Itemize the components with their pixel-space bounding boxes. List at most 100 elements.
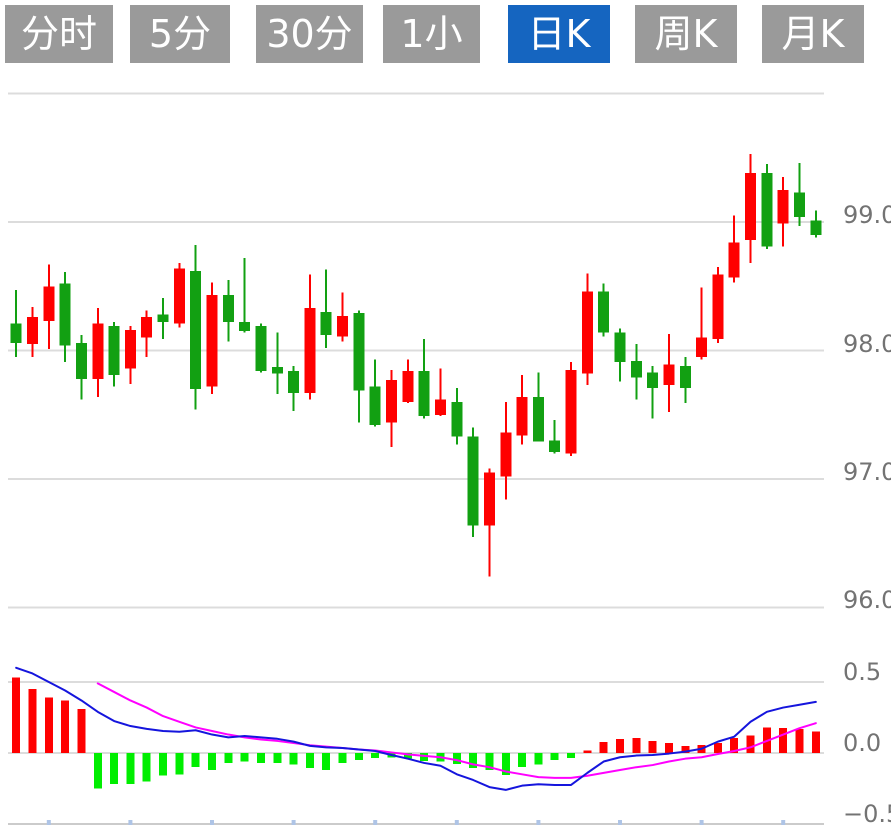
candle-body [565, 369, 577, 454]
dea-line [96, 682, 817, 779]
candle-body [516, 396, 528, 436]
macd-bar [664, 743, 673, 753]
macd-bar [256, 753, 265, 763]
macd-bar [44, 697, 53, 753]
macd-bar [142, 753, 151, 782]
candle-body [59, 283, 71, 346]
candle-body [92, 323, 104, 379]
macd-bar [371, 753, 380, 758]
candle-body [794, 192, 806, 217]
candlestick-series [10, 153, 822, 577]
bottom-axis-tick [128, 820, 133, 825]
macd-bar [322, 753, 331, 771]
candle-wick [325, 269, 328, 348]
macd-bar [583, 750, 592, 753]
macd-bar [501, 753, 510, 776]
candle-body [549, 440, 561, 453]
macd-bar [191, 753, 200, 768]
candle-body [222, 295, 234, 323]
macd-bar [681, 745, 690, 753]
candle-body [630, 360, 642, 378]
macd-bar [779, 728, 788, 753]
macd-bar [599, 742, 608, 753]
candle-wick [553, 419, 556, 454]
candle-wick [276, 332, 279, 395]
candle-body [467, 436, 479, 526]
candle-body [75, 342, 87, 379]
candle-body [647, 372, 659, 388]
macd-bar [713, 743, 722, 753]
tab-daily-k[interactable]: 日K [508, 5, 610, 63]
dea-line-path [96, 682, 817, 779]
macd-bar [289, 753, 298, 765]
candle-body [337, 315, 349, 337]
candle-body [386, 380, 398, 423]
macd-bar [110, 753, 119, 785]
bottom-axis-tick [210, 820, 214, 825]
macd-bar [159, 753, 168, 776]
tab-5min[interactable]: 5分钟 [130, 5, 230, 114]
macd-bar [240, 753, 249, 762]
price-axis-label: 98.0 [843, 330, 891, 358]
candle-body [434, 399, 446, 415]
candle-body [679, 365, 691, 388]
macd-bar [403, 753, 412, 759]
macd-bar [746, 735, 755, 753]
macd-bar [616, 738, 624, 753]
price-axis-label: 96.0 [843, 586, 891, 614]
macd-bar [567, 753, 576, 758]
candle-body [581, 291, 593, 374]
macd-axis-label: 0.0 [843, 729, 882, 757]
macd-bar [12, 677, 21, 753]
macd-bar [28, 689, 37, 753]
bottom-axis-tick [291, 820, 296, 825]
candle-wick [243, 257, 246, 333]
macd-bar [534, 753, 543, 765]
tab-1hour[interactable]: 1小时 [383, 5, 480, 114]
tab-minute-line[interactable]: 分时线 [5, 5, 113, 114]
macd-bar [632, 738, 641, 753]
candle-body [532, 396, 544, 442]
macd-histogram [12, 677, 820, 789]
macd-bar [338, 753, 347, 763]
candle-body [10, 323, 22, 343]
tab-weekly-k[interactable]: 周K [635, 5, 737, 63]
candle-body [369, 386, 381, 426]
macd-bar [518, 753, 527, 768]
candle-wick [651, 365, 654, 419]
candle-wick [439, 368, 442, 417]
candle-body [304, 308, 316, 393]
bottom-axis-tick [454, 820, 459, 825]
candle-body [43, 286, 55, 321]
dif-line [15, 666, 817, 791]
macd-bar [77, 708, 86, 753]
macd-bar [93, 753, 102, 789]
candle-body [663, 364, 675, 386]
macd-bar [485, 753, 494, 771]
candle-body [255, 326, 267, 372]
price-gridlines [8, 92, 824, 609]
macd-bar [795, 728, 804, 753]
price-axis-label: 97.0 [843, 458, 891, 486]
macd-bar [305, 753, 314, 768]
candle-body [712, 274, 724, 339]
candle-body [206, 295, 218, 387]
macd-gridlines [8, 681, 824, 754]
candle-body [402, 371, 414, 402]
candle-body [353, 313, 365, 391]
bottom-axis-tick [373, 820, 378, 825]
candle-body [810, 220, 822, 235]
bottom-axis-tick [536, 820, 541, 825]
macd-bar [175, 753, 184, 775]
candle-body [451, 401, 463, 437]
tab-monthly-k[interactable]: 月K [762, 5, 864, 63]
candle-body [141, 317, 153, 338]
tab-30min[interactable]: 30分钟 [256, 5, 363, 114]
macd-bar [550, 753, 559, 761]
candle-body [108, 326, 120, 375]
candle-body [288, 371, 300, 393]
macd-bar [730, 738, 739, 753]
bottom-axis-tick [699, 820, 704, 825]
macd-bar [208, 753, 216, 771]
